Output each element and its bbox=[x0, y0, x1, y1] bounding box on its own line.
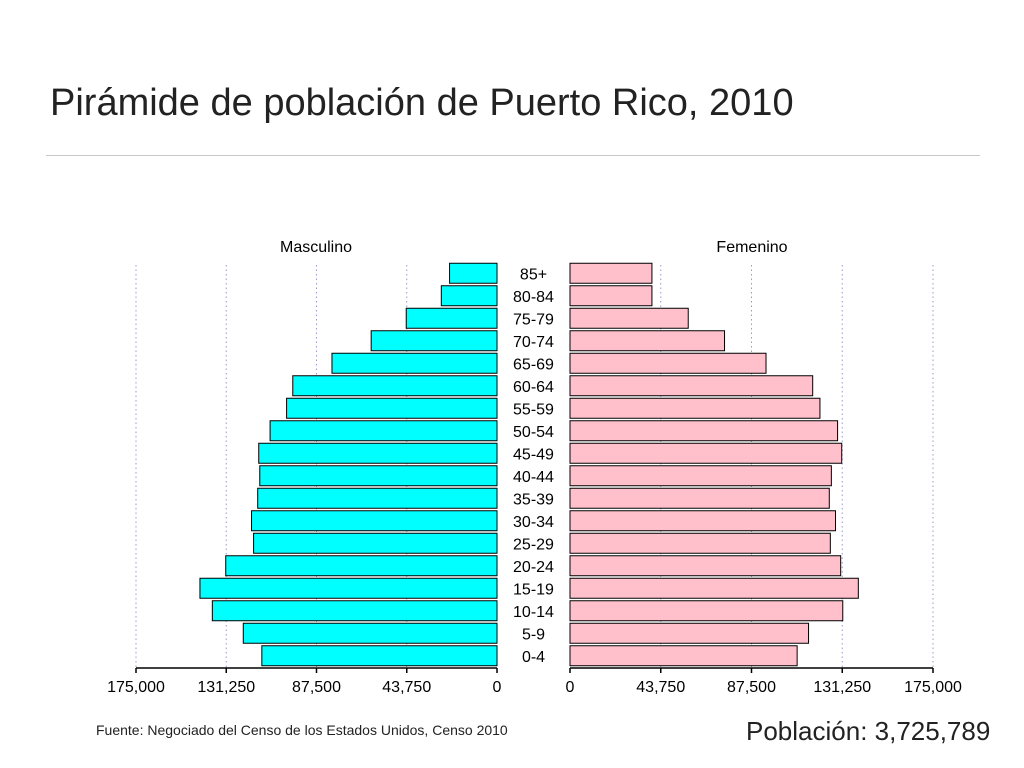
age-group-label: 40-44 bbox=[513, 469, 554, 486]
female-bar bbox=[569, 532, 831, 554]
female-bar bbox=[569, 442, 843, 464]
female-bar bbox=[569, 420, 839, 442]
x-tick-label: 131,250 bbox=[813, 679, 871, 696]
age-group-label: 0-4 bbox=[522, 649, 545, 666]
male-bar bbox=[259, 465, 498, 487]
age-group-label: 65-69 bbox=[513, 356, 554, 373]
female-bar bbox=[569, 510, 837, 532]
x-tick-label: 43,750 bbox=[636, 679, 685, 696]
x-tick-label: 87,500 bbox=[727, 679, 776, 696]
male-bar bbox=[211, 600, 498, 622]
male-series-label: Masculino bbox=[280, 239, 352, 256]
female-bar bbox=[569, 645, 798, 667]
male-bar bbox=[370, 330, 498, 352]
x-tick-label: 0 bbox=[566, 679, 575, 696]
age-group-label: 80-84 bbox=[513, 289, 554, 306]
age-group-label: 5-9 bbox=[522, 626, 545, 643]
male-bar bbox=[242, 622, 498, 644]
age-group-label: 35-39 bbox=[513, 491, 554, 508]
male-bar bbox=[292, 375, 498, 397]
age-group-label: 15-19 bbox=[513, 581, 554, 598]
female-bar bbox=[569, 307, 689, 329]
x-tick-label: 175,000 bbox=[904, 679, 962, 696]
age-group-label: 25-29 bbox=[513, 536, 554, 553]
female-bar bbox=[569, 555, 842, 577]
age-group-label: 75-79 bbox=[513, 311, 554, 328]
age-group-label: 10-14 bbox=[513, 604, 554, 621]
male-bar bbox=[405, 307, 498, 329]
x-tick-label: 175,000 bbox=[107, 679, 165, 696]
female-bar bbox=[569, 285, 653, 307]
male-bar bbox=[440, 285, 498, 307]
population-total: Población: 3,725,789 bbox=[746, 716, 991, 746]
male-bar bbox=[331, 352, 498, 374]
female-bar bbox=[569, 375, 814, 397]
age-group-label: 20-24 bbox=[513, 559, 554, 576]
age-group-label: 70-74 bbox=[513, 334, 554, 351]
female-bar bbox=[569, 262, 653, 284]
female-bar bbox=[569, 600, 844, 622]
male-bar bbox=[251, 510, 498, 532]
title-divider bbox=[46, 155, 980, 156]
female-bar bbox=[569, 465, 832, 487]
x-tick-label: 131,250 bbox=[197, 679, 255, 696]
female-bar bbox=[569, 397, 821, 419]
female-bar bbox=[569, 622, 810, 644]
female-bar bbox=[569, 577, 859, 599]
female-bar bbox=[569, 352, 767, 374]
age-group-label: 85+ bbox=[520, 266, 547, 283]
x-tick-label: 87,500 bbox=[292, 679, 341, 696]
age-group-label: 60-64 bbox=[513, 379, 554, 396]
slide-title: Pirámide de población de Puerto Rico, 20… bbox=[50, 82, 794, 124]
male-bar bbox=[225, 555, 498, 577]
age-group-label: 30-34 bbox=[513, 514, 554, 531]
x-tick-label: 0 bbox=[493, 679, 502, 696]
male-bar bbox=[258, 442, 498, 464]
male-bar bbox=[257, 487, 498, 509]
male-bar bbox=[449, 262, 498, 284]
female-bar bbox=[569, 330, 726, 352]
age-group-label: 55-59 bbox=[513, 401, 554, 418]
male-bar bbox=[269, 420, 498, 442]
male-bar bbox=[199, 577, 498, 599]
male-bar bbox=[253, 532, 498, 554]
female-series-label: Femenino bbox=[716, 239, 787, 256]
grid-lines bbox=[135, 265, 934, 673]
age-group-label: 50-54 bbox=[513, 424, 554, 441]
female-bar bbox=[569, 487, 830, 509]
male-bar bbox=[261, 645, 498, 667]
labels: 0-4 5-9 10-14 15-19 20-24 25-29 30-34 35-39 40-4… bbox=[107, 239, 962, 696]
x-tick-label: 43,750 bbox=[382, 679, 431, 696]
male-bar bbox=[286, 397, 498, 419]
source-note: Fuente: Negociado del Censo de los Estad… bbox=[96, 722, 508, 738]
age-group-label: 45-49 bbox=[513, 446, 554, 463]
bars bbox=[199, 262, 859, 667]
